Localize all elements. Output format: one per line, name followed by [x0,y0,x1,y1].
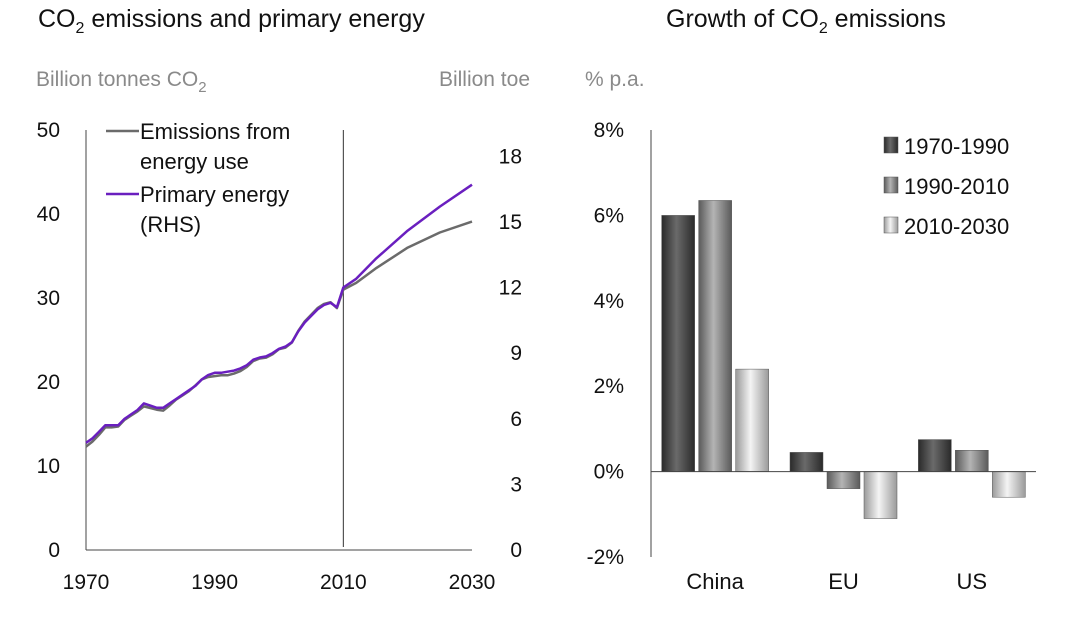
category-label: US [957,569,988,594]
left-y-tick-label: 50 [37,119,60,142]
bar-legend-swatch-0 [883,136,899,154]
series-line-0 [85,220,473,448]
left-title-rest: emissions and primary energy [84,5,425,33]
right-y-tick-label: 6 [510,408,522,431]
bar-y-tick-label: 0% [594,461,624,484]
bar-legend-label-0: 1970-1990 [904,134,1009,159]
bar-legend-swatch-2 [883,216,899,234]
left-y-tick-label: 0 [48,539,60,562]
bar-chart: 8% 6% 4% 2% 0% -2% China EU US 1970-1990 1990-2010… [587,119,1036,594]
bar-us-1970-1990 [918,439,952,472]
right-chart-title: Growth of CO2 emissions [666,5,946,37]
bar-y-tick-label: 2% [594,375,624,398]
bar-y-tick-label: 8% [594,119,624,142]
bar-y-tick-label: 4% [594,290,624,313]
left-ylabel-main: Billion tonnes CO [36,68,198,91]
bar-y-tick-label: 6% [594,204,624,227]
bar-us-2010-2030 [992,471,1026,498]
right-y-tick-label: 9 [510,342,522,365]
bar-y-axis-label: % p.a. [585,68,645,91]
left-y-tick-label: 30 [37,287,60,310]
right-y-tick-label: 15 [499,211,522,234]
left-chart-title: CO2 emissions and primary energy [38,5,425,37]
x-tick-label: 2010 [320,571,367,594]
bar-china-1990-2010 [698,200,732,472]
bar-eu-1970-1990 [789,452,824,472]
bar-legend-label-1: 1990-2010 [904,174,1009,199]
right-title-rest: emissions [828,5,946,33]
left-y-axis-label: Billion tonnes CO2 [36,68,207,96]
left-y-tick-label: 10 [37,455,60,478]
bar-us-1990-2010 [955,450,989,472]
x-tick-label: 1990 [191,571,238,594]
right-y-tick-label: 12 [499,277,522,300]
bar-china-2010-2030 [735,368,769,472]
right-y-axis-label: Billion toe [439,68,530,91]
legend-label-0: Emissions from [140,119,290,144]
series-line-1 [85,183,473,444]
left-y-tick-label: 20 [37,371,60,394]
category-label: China [686,569,744,594]
bar-china-1970-1990 [661,215,695,472]
x-tick-label: 1970 [63,571,110,594]
bar-eu-2010-2030 [863,471,898,519]
bar-legend-label-2: 2010-2030 [904,214,1009,239]
right-y-tick-label: 18 [499,145,522,168]
x-tick-label: 2030 [449,571,496,594]
legend-label-1: (RHS) [140,212,201,237]
left-y-tick-label: 40 [37,203,60,226]
bar-legend-swatch-1 [883,176,899,194]
left-ylabel-subscript: 2 [198,79,206,96]
bar-eu-1990-2010 [826,471,861,489]
left-title-main: CO [38,5,76,33]
legend-label-1: Primary energy [140,182,289,207]
right-title-subscript: 2 [819,20,828,37]
right-y-tick-label: 0 [510,539,522,562]
right-title-main: Growth of CO [666,5,819,33]
category-label: EU [828,569,859,594]
left-title-subscript: 2 [76,20,85,37]
bar-y-tick-label: -2% [587,546,624,569]
legend-label-0: energy use [140,149,249,174]
right-y-tick-label: 3 [510,473,522,496]
